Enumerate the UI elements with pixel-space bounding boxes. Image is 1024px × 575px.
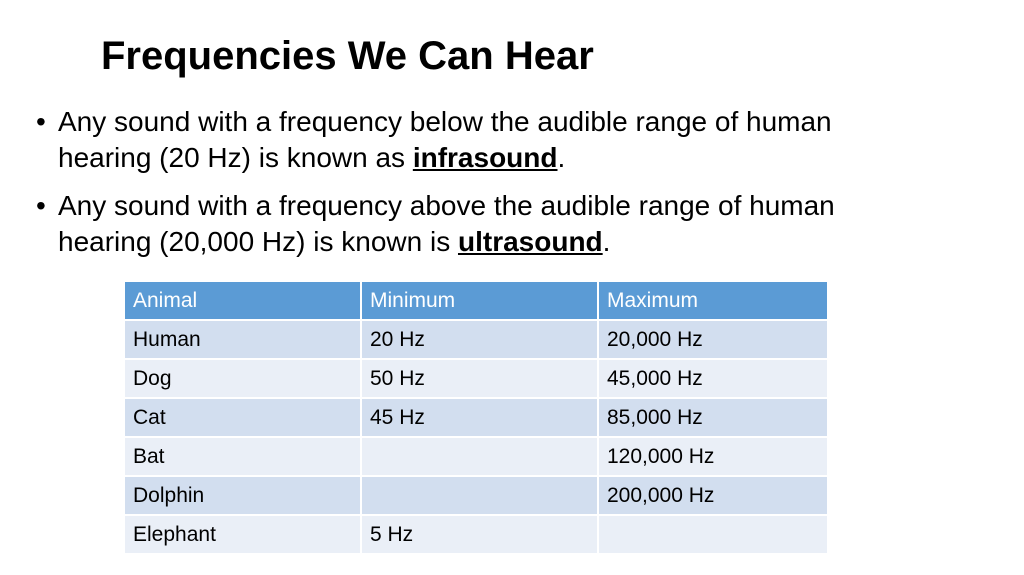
bullet-text-line2: hearing (20 Hz) is known as [58, 142, 413, 173]
bullet-ultrasound: • Any sound with a frequency above the a… [36, 188, 996, 260]
cell-animal: Dog [123, 358, 362, 399]
cell-maximum: 45,000 Hz [597, 358, 829, 399]
cell-maximum [597, 514, 829, 555]
table-row: Cat 45 Hz 85,000 Hz [123, 397, 829, 438]
bullet-dot-icon: • [36, 190, 46, 221]
cell-animal: Human [123, 319, 362, 360]
bullet-text-line2: hearing (20,000 Hz) is known is [58, 226, 458, 257]
bullet-infrasound: • Any sound with a frequency below the a… [36, 104, 996, 176]
column-header-minimum: Minimum [360, 280, 599, 321]
slide-title: Frequencies We Can Hear [101, 34, 594, 78]
cell-animal: Cat [123, 397, 362, 438]
cell-animal: Dolphin [123, 475, 362, 516]
frequency-table: Animal Minimum Maximum Human 20 Hz 20,00… [123, 280, 829, 555]
column-header-maximum: Maximum [597, 280, 829, 321]
table-header-row: Animal Minimum Maximum [123, 280, 829, 321]
column-header-animal: Animal [123, 280, 362, 321]
cell-animal: Elephant [123, 514, 362, 555]
cell-minimum [360, 436, 599, 477]
cell-minimum: 5 Hz [360, 514, 599, 555]
cell-maximum: 200,000 Hz [597, 475, 829, 516]
term-ultrasound: ultrasound [457, 226, 603, 257]
cell-animal: Bat [123, 436, 362, 477]
cell-minimum [360, 475, 599, 516]
term-infrasound: infrasound [412, 142, 558, 173]
bullet-period: . [557, 142, 566, 173]
cell-minimum: 20 Hz [360, 319, 599, 360]
table-row: Dolphin 200,000 Hz [123, 475, 829, 516]
cell-maximum: 20,000 Hz [597, 319, 829, 360]
cell-minimum: 50 Hz [360, 358, 599, 399]
bullet-list: • Any sound with a frequency below the a… [36, 104, 996, 272]
bullet-text-line1: Any sound with a frequency above the aud… [58, 190, 835, 221]
cell-minimum: 45 Hz [360, 397, 599, 438]
table-row: Dog 50 Hz 45,000 Hz [123, 358, 829, 399]
cell-maximum: 85,000 Hz [597, 397, 829, 438]
table-row: Human 20 Hz 20,000 Hz [123, 319, 829, 360]
bullet-text-line1: Any sound with a frequency below the aud… [58, 106, 832, 137]
bullet-dot-icon: • [36, 106, 46, 137]
table-row: Bat 120,000 Hz [123, 436, 829, 477]
cell-maximum: 120,000 Hz [597, 436, 829, 477]
table-row: Elephant 5 Hz [123, 514, 829, 555]
bullet-period: . [602, 226, 611, 257]
